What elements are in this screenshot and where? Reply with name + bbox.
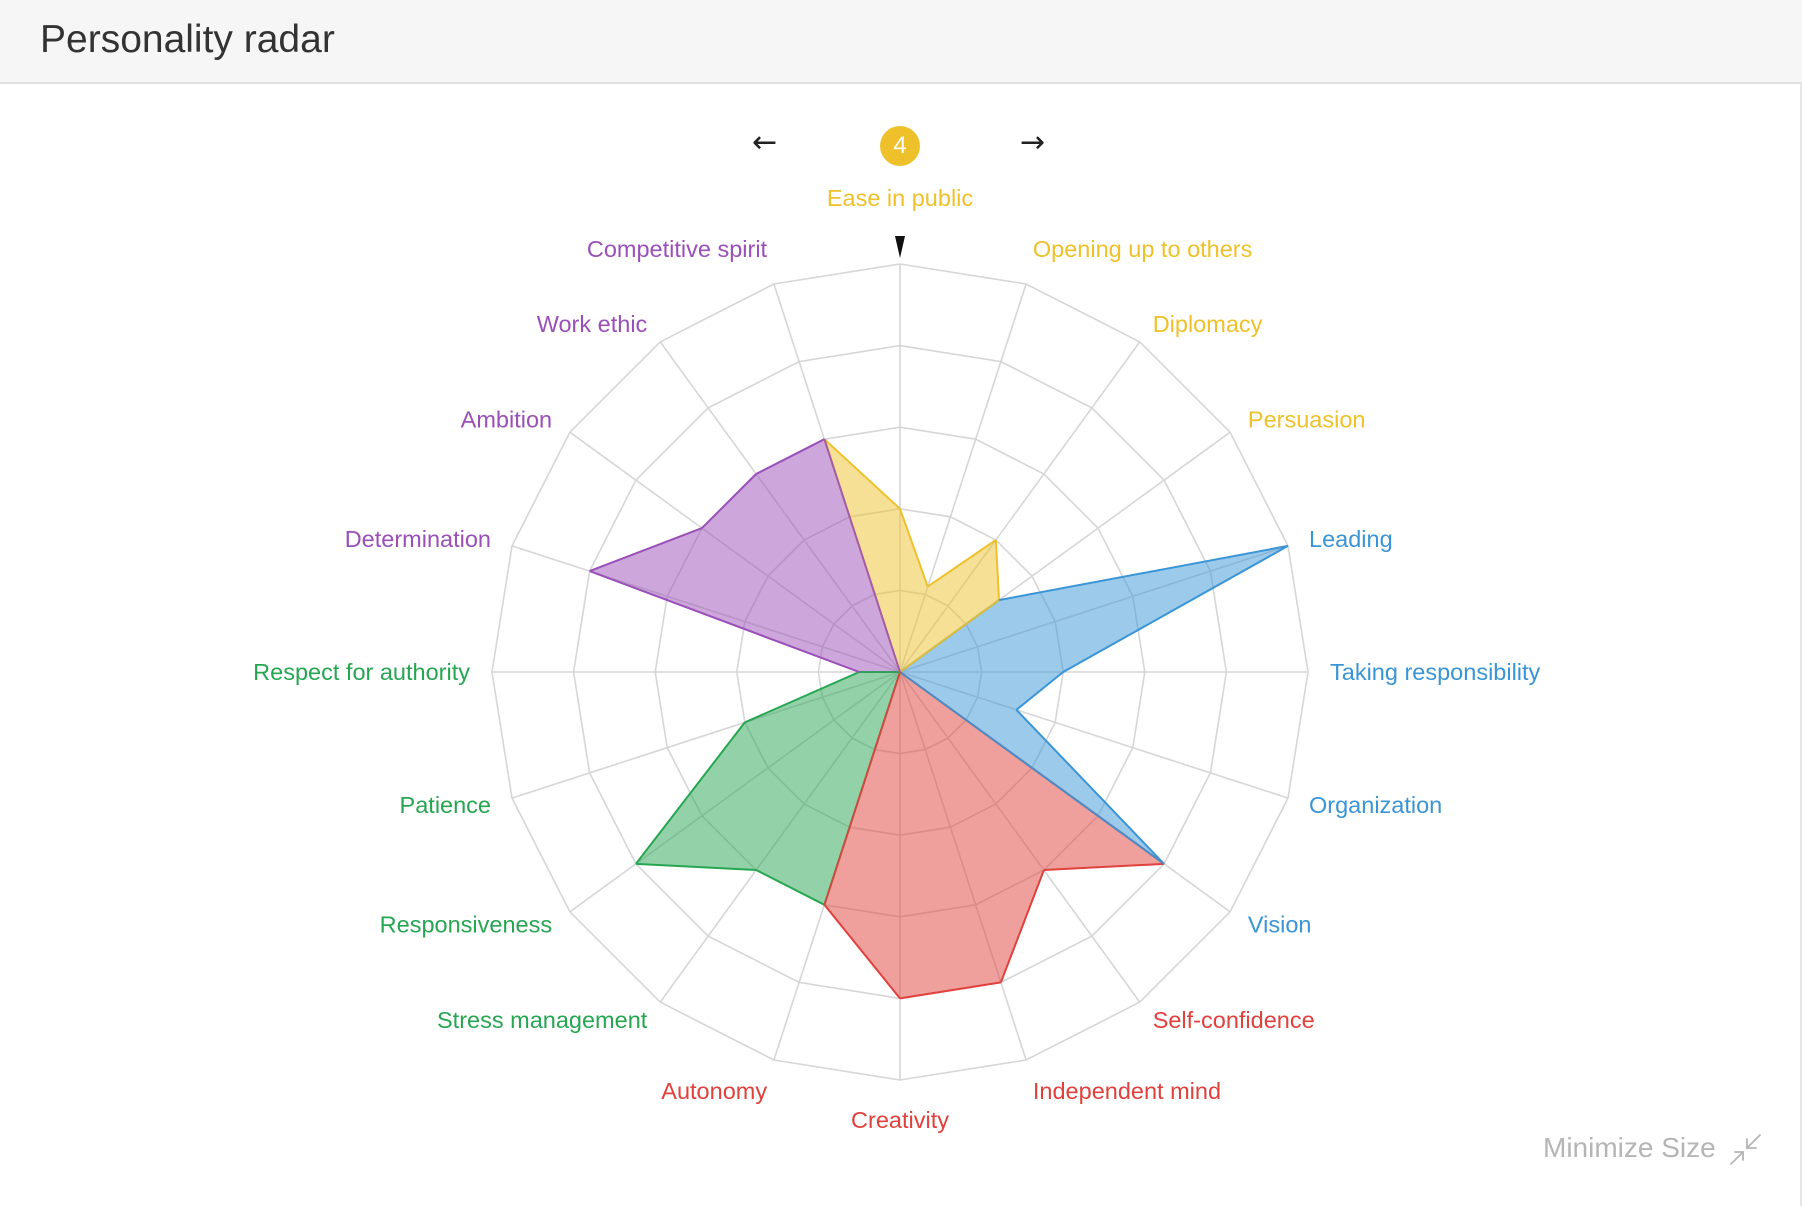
axis-label-persuasion[interactable]: Persuasion — [1248, 406, 1366, 432]
axis-label-vision[interactable]: Vision — [1248, 912, 1312, 938]
data-outline — [589, 527, 703, 573]
data-wedge-work-ethic — [756, 439, 900, 672]
axis-label-competitive-spirit[interactable]: Competitive spirit — [587, 236, 768, 262]
data-outline — [589, 570, 860, 673]
axis-label-responsiveness[interactable]: Responsiveness — [380, 912, 552, 938]
data-outline — [998, 544, 1289, 602]
data-wedge-vision — [900, 672, 1165, 870]
data-wedge-ease-in-public — [900, 508, 928, 672]
data-group-boundary — [823, 671, 901, 906]
minimize-size-button[interactable]: Minimize Size — [1543, 1132, 1716, 1163]
data-wedge-independent-mind — [900, 672, 1001, 999]
data-wedge-leading — [900, 545, 1288, 672]
current-axis-pointer-icon — [895, 236, 905, 258]
data-wedge-taking-responsibility — [900, 672, 1064, 710]
page-title: Personality radar — [40, 18, 335, 61]
data-wedge-creativity — [824, 672, 900, 999]
data-wedge-patience — [744, 672, 900, 723]
radar-labels: Opening up to others Diplomacy Persuasion L… — [253, 236, 1540, 1133]
data-wedge-determination — [589, 528, 900, 672]
axis-label-ambition[interactable]: Ambition — [461, 406, 552, 432]
data-outline — [1043, 862, 1165, 871]
data-outline — [899, 981, 1002, 1000]
data-outline — [823, 438, 901, 510]
axis-label-leading[interactable]: Leading — [1309, 526, 1393, 552]
data-outline — [1062, 545, 1289, 673]
data-outline — [899, 508, 929, 587]
axis-label-autonomy[interactable]: Autonomy — [661, 1078, 767, 1104]
data-outline — [635, 862, 757, 871]
data-wedge-ambition — [702, 474, 900, 672]
data-wedge-autonomy — [756, 672, 900, 905]
radar-data — [589, 438, 1289, 1000]
axis-label-creativity[interactable]: Creativity — [851, 1107, 949, 1133]
data-outline — [1015, 671, 1064, 711]
selected-trait-label[interactable]: Ease in public — [827, 185, 974, 211]
axis-label-patience[interactable]: Patience — [400, 792, 491, 818]
data-outline — [999, 869, 1045, 983]
axis-label-organization[interactable]: Organization — [1309, 792, 1442, 818]
panel-border — [1800, 84, 1802, 1206]
data-outline — [755, 869, 825, 906]
data-outline — [823, 904, 901, 1000]
window-header: Personality radar — [0, 0, 1802, 84]
previous-trait-button[interactable]: ← — [752, 125, 778, 160]
axis-label-self-confidence[interactable]: Self-confidence — [1153, 1007, 1315, 1033]
data-group-boundary — [823, 438, 901, 673]
data-wedge-self-confidence — [900, 672, 1044, 983]
axis-label-respect-for-authority[interactable]: Respect for authority — [253, 659, 470, 685]
axis-label-work-ethic[interactable]: Work ethic — [537, 311, 648, 337]
data-wedge-responsiveness — [635, 672, 900, 864]
data-outline — [755, 438, 825, 475]
data-outline — [994, 539, 1000, 601]
minimize-arrows-icon[interactable] — [1727, 1130, 1765, 1168]
axis-label-stress-management[interactable]: Stress management — [437, 1007, 648, 1033]
next-trait-button[interactable]: → — [1020, 125, 1046, 160]
axis-label-opening-up-to-others[interactable]: Opening up to others — [1033, 236, 1253, 262]
axis-label-determination[interactable]: Determination — [345, 526, 491, 552]
axis-label-taking-responsibility[interactable]: Taking responsibility — [1330, 659, 1541, 685]
data-outline — [1015, 709, 1165, 865]
data-outline — [701, 473, 757, 529]
data-outline — [635, 721, 746, 865]
data-group-boundary — [899, 671, 1165, 865]
data-group-boundary — [899, 599, 1000, 673]
axis-label-independent-mind[interactable]: Independent mind — [1033, 1078, 1221, 1104]
data-wedge-stress-management — [635, 672, 900, 870]
selected-trait-number-badge: 4 — [880, 126, 920, 166]
data-outline — [744, 671, 860, 724]
data-wedge-diplomacy — [900, 540, 999, 672]
data-outline — [927, 539, 997, 588]
axis-label-diplomacy[interactable]: Diplomacy — [1153, 311, 1263, 337]
